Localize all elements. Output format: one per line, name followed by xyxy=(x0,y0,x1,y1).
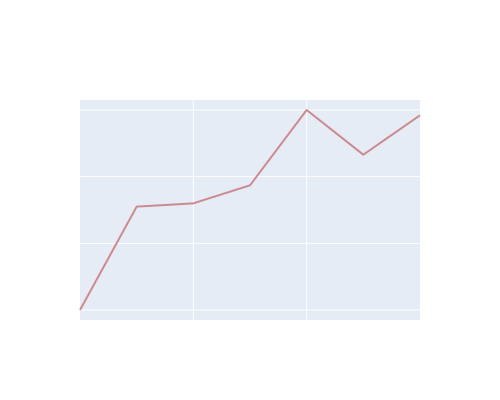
plot-area xyxy=(80,100,420,320)
grid-lines xyxy=(80,100,420,320)
series-layer xyxy=(79,109,421,311)
